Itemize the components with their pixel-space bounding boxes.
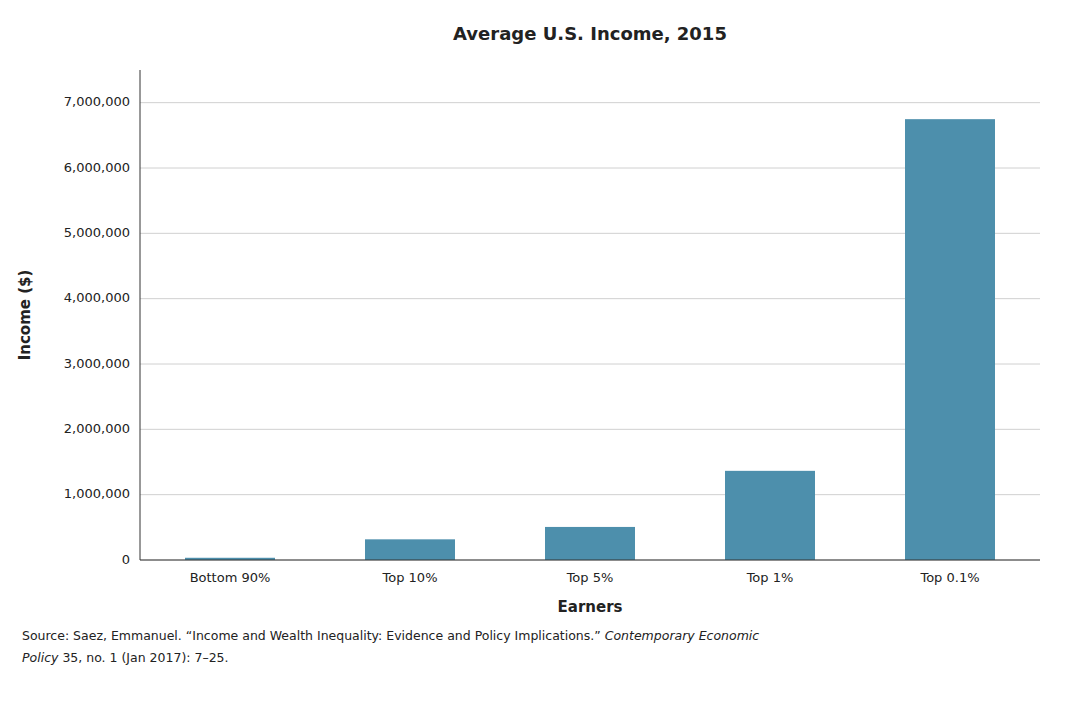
bar [365,539,455,560]
source-text: 35, no. 1 (Jan 2017): 7–25. [58,650,228,665]
bar [545,527,635,560]
y-axis-line [140,70,141,560]
bar [725,471,815,560]
source-note: Policy 35, no. 1 (Jan 2017): 7–25. [22,650,229,665]
y-tick-label: 1,000,000 [64,486,130,501]
y-tick-label: 6,000,000 [64,160,130,175]
y-tick-label: 3,000,000 [64,356,130,371]
bar [905,119,995,560]
x-axis-label: Earners [558,598,623,616]
x-tick-label: Top 0.1% [919,570,979,585]
source-text: Contemporary Economic [605,628,760,643]
grid-line [140,102,1040,103]
y-tick-label: 2,000,000 [64,421,130,436]
grid [140,103,1040,560]
title: Average U.S. Income, 2015 [453,23,727,44]
x-tick-label: Top 1% [746,570,794,585]
y-tick-label: 5,000,000 [64,225,130,240]
grid-line [140,560,1040,561]
x-tick-label: Bottom 90% [190,570,271,585]
y-tick-label: 0 [122,552,130,567]
x-tick-label: Top 10% [382,570,438,585]
source-note: Source: Saez, Emmanuel. “Income and Weal… [22,628,759,643]
chart: 0 1,000,000 2,000,000 3,000,000 4,000,000 5,0… [0,0,1077,725]
y-axis-label: Income ($) [16,270,34,361]
source-text: Source: Saez, Emmanuel. “Income and Weal… [22,628,605,643]
x-axis-line [140,560,1040,561]
x-tick-label: Top 5% [566,570,614,585]
y-tick-label: 7,000,000 [64,94,130,109]
bars [185,119,995,560]
y-tick-label: 4,000,000 [64,290,130,305]
source-text: Policy [22,650,59,665]
